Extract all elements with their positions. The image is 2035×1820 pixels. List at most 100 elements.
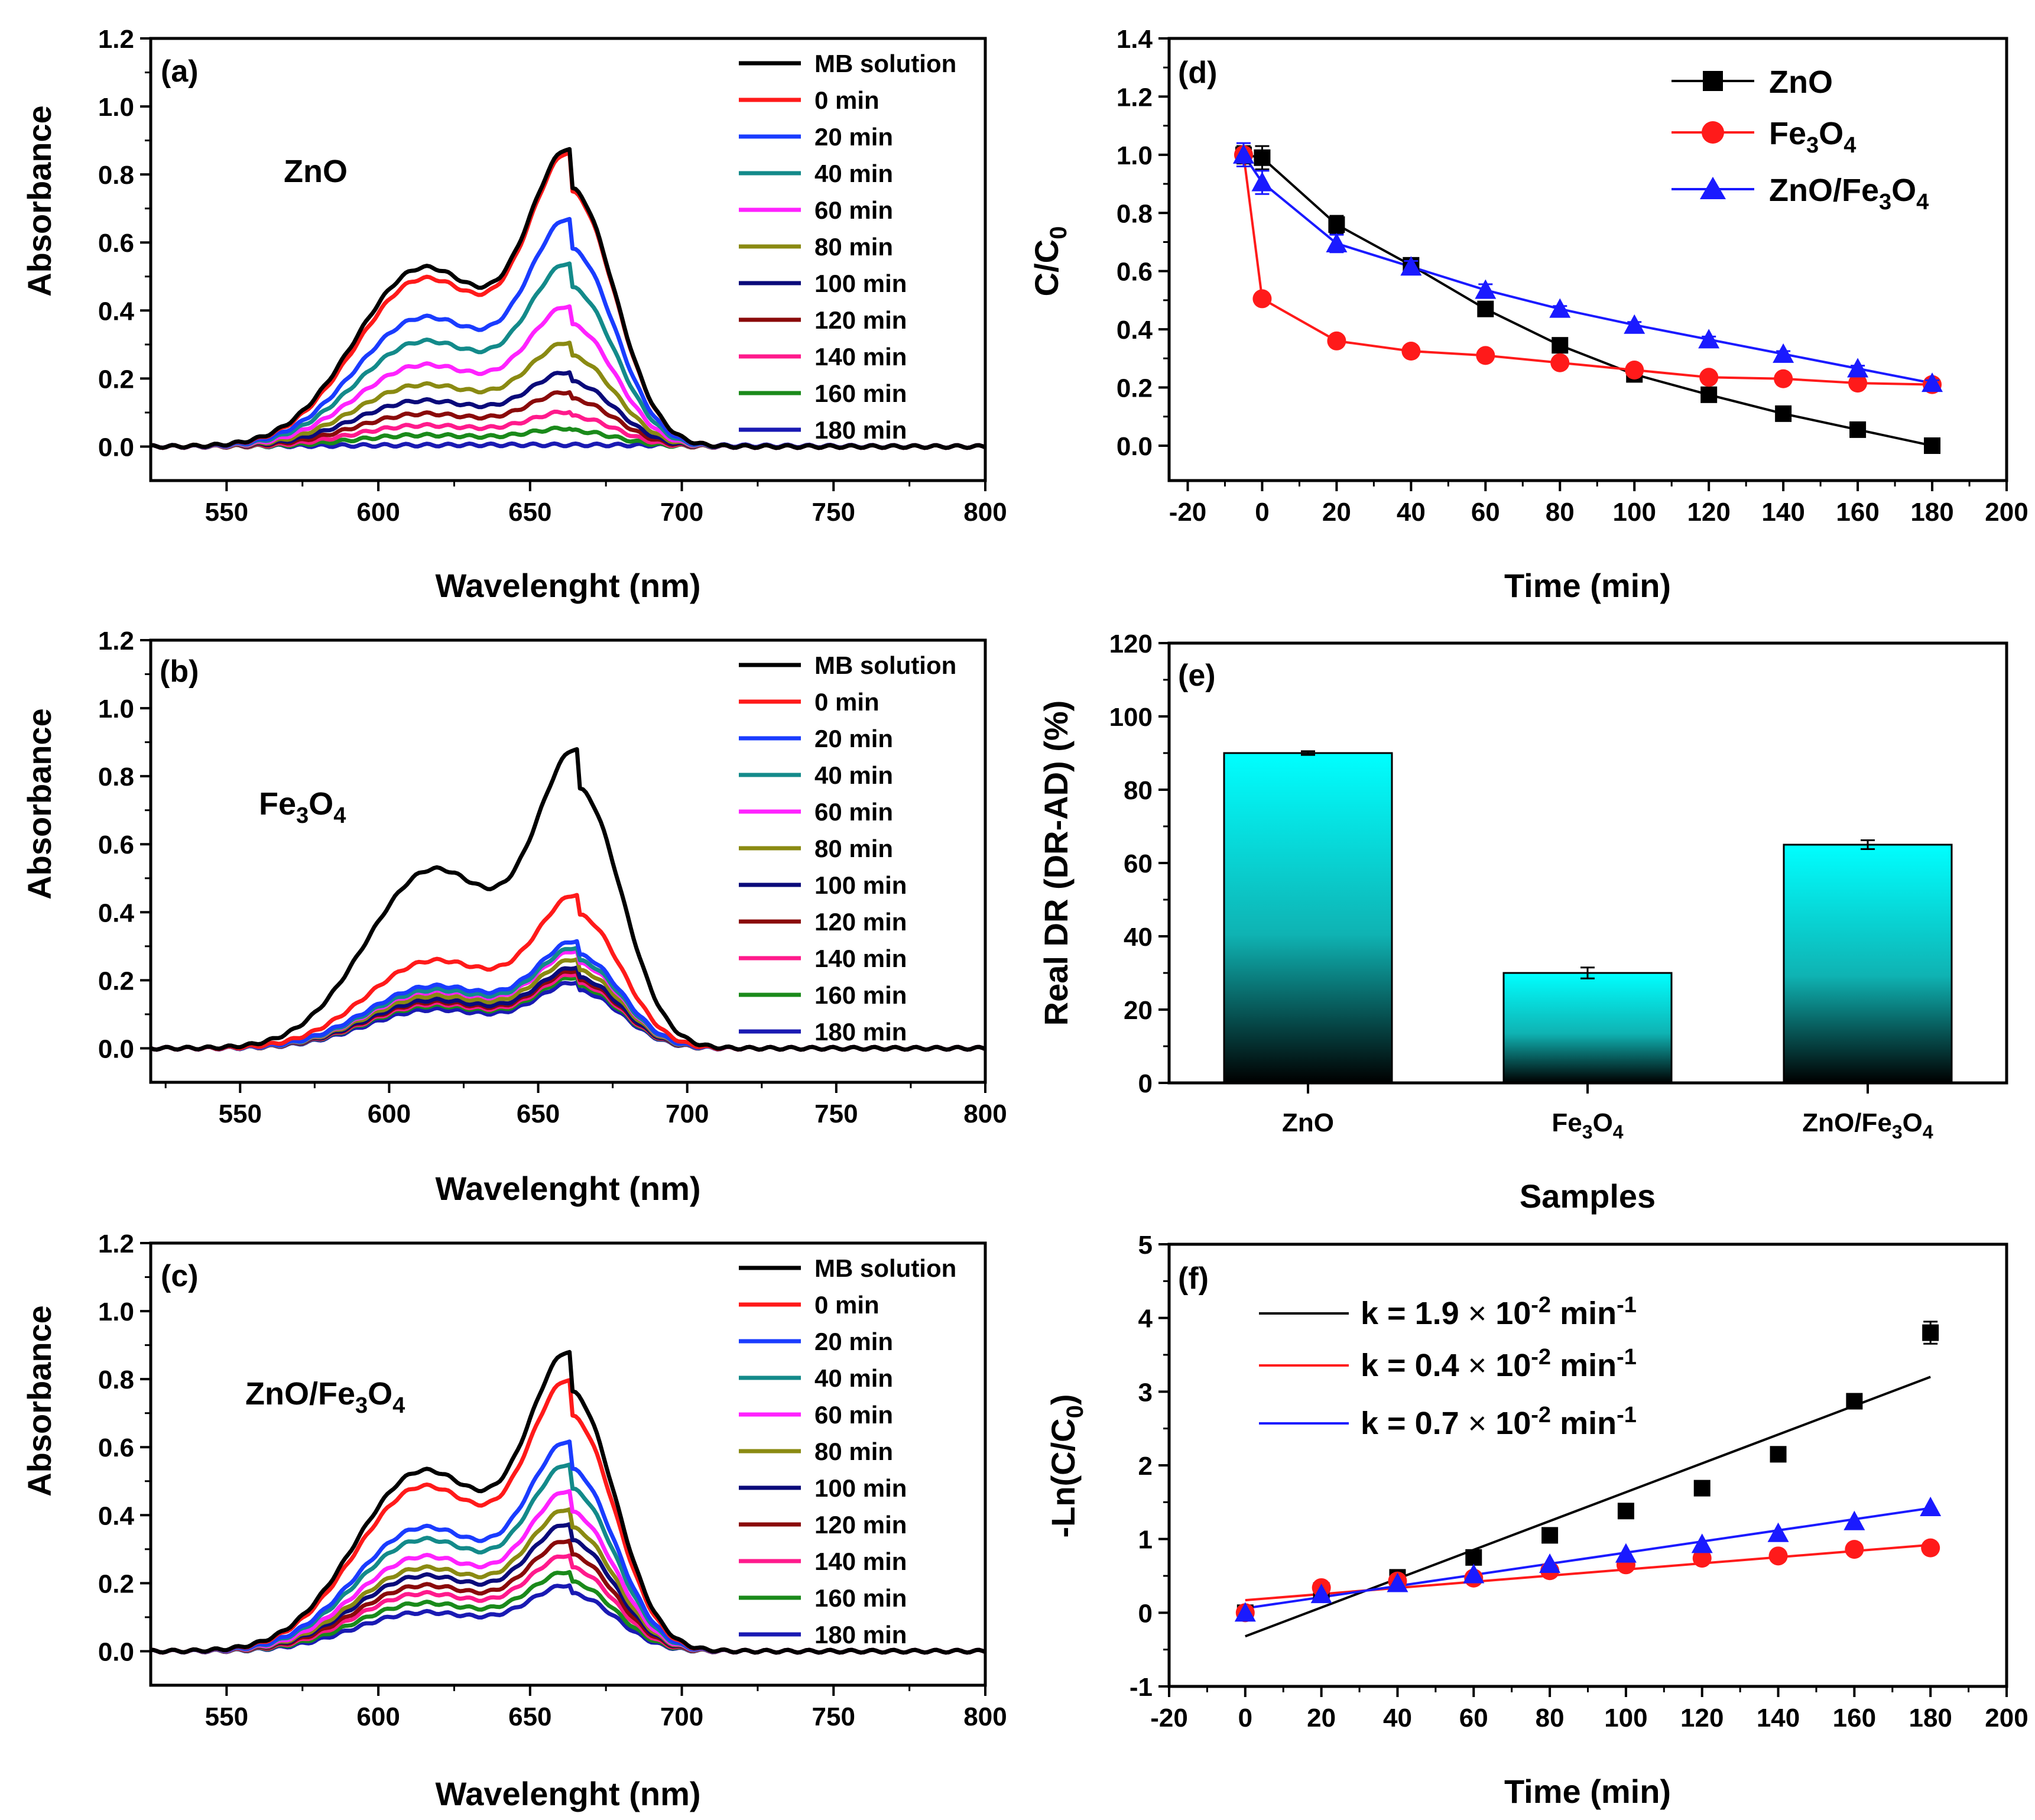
panel-c-legend-label: 60 min	[814, 1401, 893, 1429]
panel-a-xtick-label: 600	[356, 498, 400, 527]
panel-d-ytick-label: 1.0	[1117, 141, 1153, 170]
panel-a-legend-label: 160 min	[814, 379, 907, 407]
panel-e: 0 20 40 60 80 100 120 ZnO Fe3O4 ZnO/Fe3O4 (e) Sam…	[1037, 630, 2008, 1215]
panel-d-xtick-label: 100	[1613, 498, 1656, 527]
panel-a-legend-label: 0 min	[814, 86, 879, 114]
panel-c: 550 600 650 700 750 8000.00.20.40.60.81.01.2 …	[21, 1229, 1007, 1812]
panel-d-point-fe3o4	[1327, 331, 1346, 351]
panel-d-point-zno	[1477, 300, 1494, 317]
panel-f-xtick-label: 200	[1985, 1704, 2028, 1733]
panel-f-ytick-label: 5	[1138, 1231, 1153, 1260]
panel-f-xtick-label: 160	[1833, 1704, 1876, 1733]
panel-d-legend: ZnO Fe3O4 ZnO/Fe3O4	[1672, 64, 1929, 215]
panel-a-ytick-label: 0.2	[98, 365, 134, 394]
panel-a-legend-label: 180 min	[814, 416, 907, 444]
panel-a-legend-label: MB solution	[814, 50, 956, 77]
panel-f-point-zno	[1693, 1480, 1711, 1497]
panel-d-point-zno-fe3o4	[1847, 358, 1869, 378]
panel-e-ytick-label: 40	[1124, 923, 1153, 952]
panel-d-point-zno	[1775, 405, 1792, 422]
panel-d-ylabel: C/C0	[1028, 226, 1072, 297]
panel-a-legend-label: 140 min	[814, 343, 907, 371]
panel-c-ytick-label: 0.6	[98, 1433, 134, 1462]
panel-e-category-label: Fe3O4	[1552, 1108, 1623, 1143]
panel-d-xtick-label: 200	[1985, 498, 2028, 527]
panel-d-legend-zno: ZnO	[1769, 64, 1833, 100]
panel-c-legend-label: 0 min	[814, 1291, 879, 1319]
panel-e-ytick-label: 120	[1109, 630, 1153, 658]
panel-d-point-zno	[1849, 421, 1867, 438]
panel-f-xtick-label: 60	[1459, 1704, 1488, 1733]
panel-d-xtick-label: 0	[1255, 498, 1269, 527]
panel-a-xtick-label: 750	[812, 498, 855, 527]
panel-b-xtick-label: 700	[666, 1099, 709, 1128]
panel-d-xtick-label: 160	[1836, 498, 1879, 527]
panel-f-point-zno-fe3o4	[1691, 1533, 1713, 1553]
panel-f-point-fe3o4	[1692, 1549, 1712, 1568]
panel-f-xtick-label: 140	[1757, 1704, 1800, 1733]
panel-f-point-zno-fe3o4	[1310, 1584, 1332, 1604]
panel-b-legend-label: 100 min	[814, 871, 907, 899]
panel-f-xtick-label: 40	[1383, 1704, 1412, 1733]
panel-c-legend-label: 20 min	[814, 1328, 893, 1355]
panel-d-point-zno-fe3o4	[1549, 298, 1571, 318]
panel-f-fit-zno	[1245, 1375, 1931, 1638]
panel-b-legend-label: MB solution	[814, 651, 956, 679]
panel-b-legend-label: 140 min	[814, 945, 907, 972]
panel-a-ylabel: Absorbance	[21, 105, 58, 297]
panel-d-point-zno-fe3o4	[1326, 232, 1348, 252]
panel-d-point-fe3o4	[1774, 369, 1793, 388]
panel-f-series	[1234, 1321, 1942, 1638]
panel-b-xlabel: Wavelenght (nm)	[435, 1170, 700, 1207]
panel-e-bar-zno	[1223, 752, 1393, 1084]
panel-e-label: (e)	[1178, 658, 1216, 693]
panel-b-frame	[149, 638, 987, 1084]
panel-f-ytick-label: 4	[1138, 1305, 1153, 1334]
panel-d-ytick-label: 0.4	[1117, 316, 1153, 345]
panel-f-ytick-label: 1	[1138, 1526, 1153, 1555]
panel-b-xtick-label: 650	[517, 1099, 560, 1128]
panel-a-xtick-label: 700	[660, 498, 703, 527]
panel-c-legend-label: 160 min	[814, 1584, 907, 1612]
panel-c-ylabel: Absorbance	[21, 1305, 58, 1497]
panel-b-ytick-label: 0.0	[98, 1034, 134, 1063]
panel-c-ytick-label: 1.0	[98, 1297, 134, 1326]
panel-e-ytick-label: 80	[1124, 776, 1153, 805]
panel-f-label: (f)	[1178, 1261, 1209, 1296]
panel-c-ytick-label: 0.2	[98, 1569, 134, 1598]
panel-c-legend-label: MB solution	[814, 1254, 956, 1282]
panel-e-ytick-label: 60	[1124, 849, 1153, 878]
panel-b-legend-label: 160 min	[814, 981, 907, 1009]
panel-b-legend-label: 0 min	[814, 688, 879, 716]
panel-b-ytick-label: 1.2	[98, 627, 134, 656]
panel-b-xtick-label: 550	[219, 1099, 262, 1128]
panel-b-ytick-label: 0.6	[98, 830, 134, 859]
panel-b-legend: MB solution 0 min 20 min 40 min 60 min 80 min…	[739, 651, 956, 1046]
panel-b-label: (b)	[160, 654, 199, 689]
panel-a-ytick-label: 0.0	[98, 433, 134, 462]
panel-d-label: (d)	[1178, 56, 1217, 90]
panel-c-xtick-label: 650	[508, 1702, 551, 1731]
panel-c-ytick-label: 0.0	[98, 1637, 134, 1666]
panel-e-ytick-label: 100	[1109, 703, 1153, 732]
panel-a-legend: MB solution 0 min 20 min 40 min 60 min 80 min…	[739, 50, 956, 444]
panel-f-point-zno-fe3o4	[1615, 1543, 1637, 1563]
panel-f-point-zno	[1465, 1549, 1482, 1566]
panel-a-legend-label: 100 min	[814, 270, 907, 297]
panel-e-ylabel: Real DR (DR-AD) (%)	[1037, 700, 1075, 1026]
panel-e-bars	[1223, 750, 1953, 1084]
panel-c-xtick-label: 550	[205, 1702, 248, 1731]
panel-c-legend-label: 100 min	[814, 1474, 907, 1502]
panel-d-point-zno-fe3o4	[1251, 171, 1273, 192]
panel-a-label: (a)	[161, 54, 199, 89]
panel-f-legend-k1: k = 1.9 × 10-2 min-1	[1361, 1293, 1637, 1331]
panel-a-legend-label: 40 min	[814, 160, 893, 187]
panel-c-legend: MB solution 0 min 20 min 40 min 60 min 80 min…	[739, 1254, 956, 1649]
panel-d-xtick-label: 20	[1322, 498, 1351, 527]
panel-f-point-fe3o4	[1921, 1538, 1940, 1558]
panel-f-xtick-label: 20	[1307, 1704, 1336, 1733]
panel-c-legend-label: 120 min	[814, 1511, 907, 1539]
panel-f-xtick-label: 80	[1536, 1704, 1565, 1733]
panel-d-xtick-label: 120	[1687, 498, 1730, 527]
panel-d-ytick-label: 0.6	[1117, 258, 1153, 287]
